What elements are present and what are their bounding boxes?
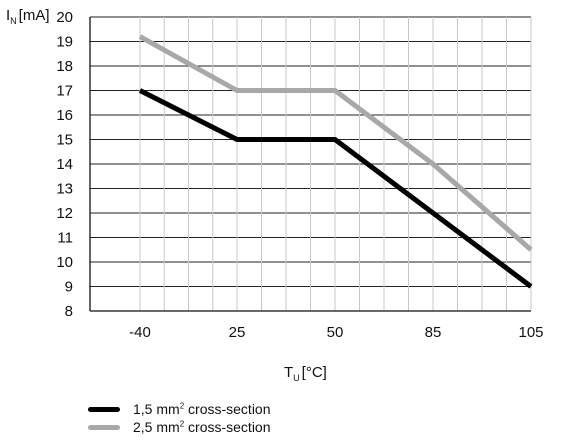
x-tick-label-25: 25 — [229, 324, 246, 341]
chart-legend: 1,5 mm2 cross-section 2,5 mm2 cross-sect… — [88, 400, 388, 436]
legend-label-1-5-mm2-prefix: 1,5 mm — [133, 401, 180, 417]
legend-label-2-5-mm2: 2,5 mm2 cross-section — [133, 418, 271, 436]
legend-item-1-5-mm2: 1,5 mm2 cross-section — [88, 400, 388, 418]
legend-label-2-5-mm2-suffix: cross-section — [184, 419, 271, 435]
x-tick-label-105: 105 — [518, 324, 543, 341]
y-tick-label-18: 18 — [56, 58, 73, 75]
x-tick-label-85: 85 — [425, 324, 442, 341]
x-axis-label-subscript: U — [293, 373, 300, 383]
y-tick-label-9: 9 — [65, 279, 73, 296]
y-axis-label-unit: [mA] — [19, 7, 50, 24]
y-tick-label-19: 19 — [56, 34, 73, 51]
y-tick-label-16: 16 — [56, 107, 73, 124]
y-tick-label-20: 20 — [56, 9, 73, 26]
y-tick-label-10: 10 — [56, 254, 73, 271]
y-tick-label-15: 15 — [56, 132, 73, 149]
y-tick-label-11: 11 — [57, 230, 73, 247]
x-axis-label-unit: [°C] — [302, 364, 327, 381]
y-tick-label-13: 13 — [56, 181, 73, 198]
y-tick-label-17: 17 — [56, 83, 73, 100]
y-tick-label-14: 14 — [56, 156, 73, 173]
series-line-1 — [138, 34, 533, 252]
y-axis-label-subscript: N — [10, 16, 17, 26]
y-tick-label-8: 8 — [65, 303, 73, 320]
legend-swatch-1-5-mm2 — [88, 407, 120, 412]
legend-swatch-2-5-mm2 — [88, 425, 120, 430]
legend-label-2-5-mm2-superscript: 2 — [179, 419, 185, 429]
y-axis-label-main: I — [6, 7, 10, 24]
legend-label-2-5-mm2-prefix: 2,5 mm — [133, 419, 180, 435]
legend-label-1-5-mm2-superscript: 2 — [179, 401, 185, 411]
legend-label-1-5-mm2-suffix: cross-section — [184, 401, 271, 417]
legend-label-1-5-mm2: 1,5 mm2 cross-section — [133, 400, 271, 418]
x-tick-label--40: -40 — [129, 324, 151, 341]
x-tick-label-50: 50 — [327, 324, 344, 341]
x-axis-label-main: T — [284, 364, 293, 381]
x-axis-label: TU [°C] — [284, 364, 327, 383]
y-axis-label: IN [mA] — [6, 7, 50, 26]
y-tick-label-12: 12 — [56, 205, 73, 222]
series-line-0 — [138, 88, 533, 289]
legend-item-2-5-mm2: 2,5 mm2 cross-section — [88, 418, 388, 436]
